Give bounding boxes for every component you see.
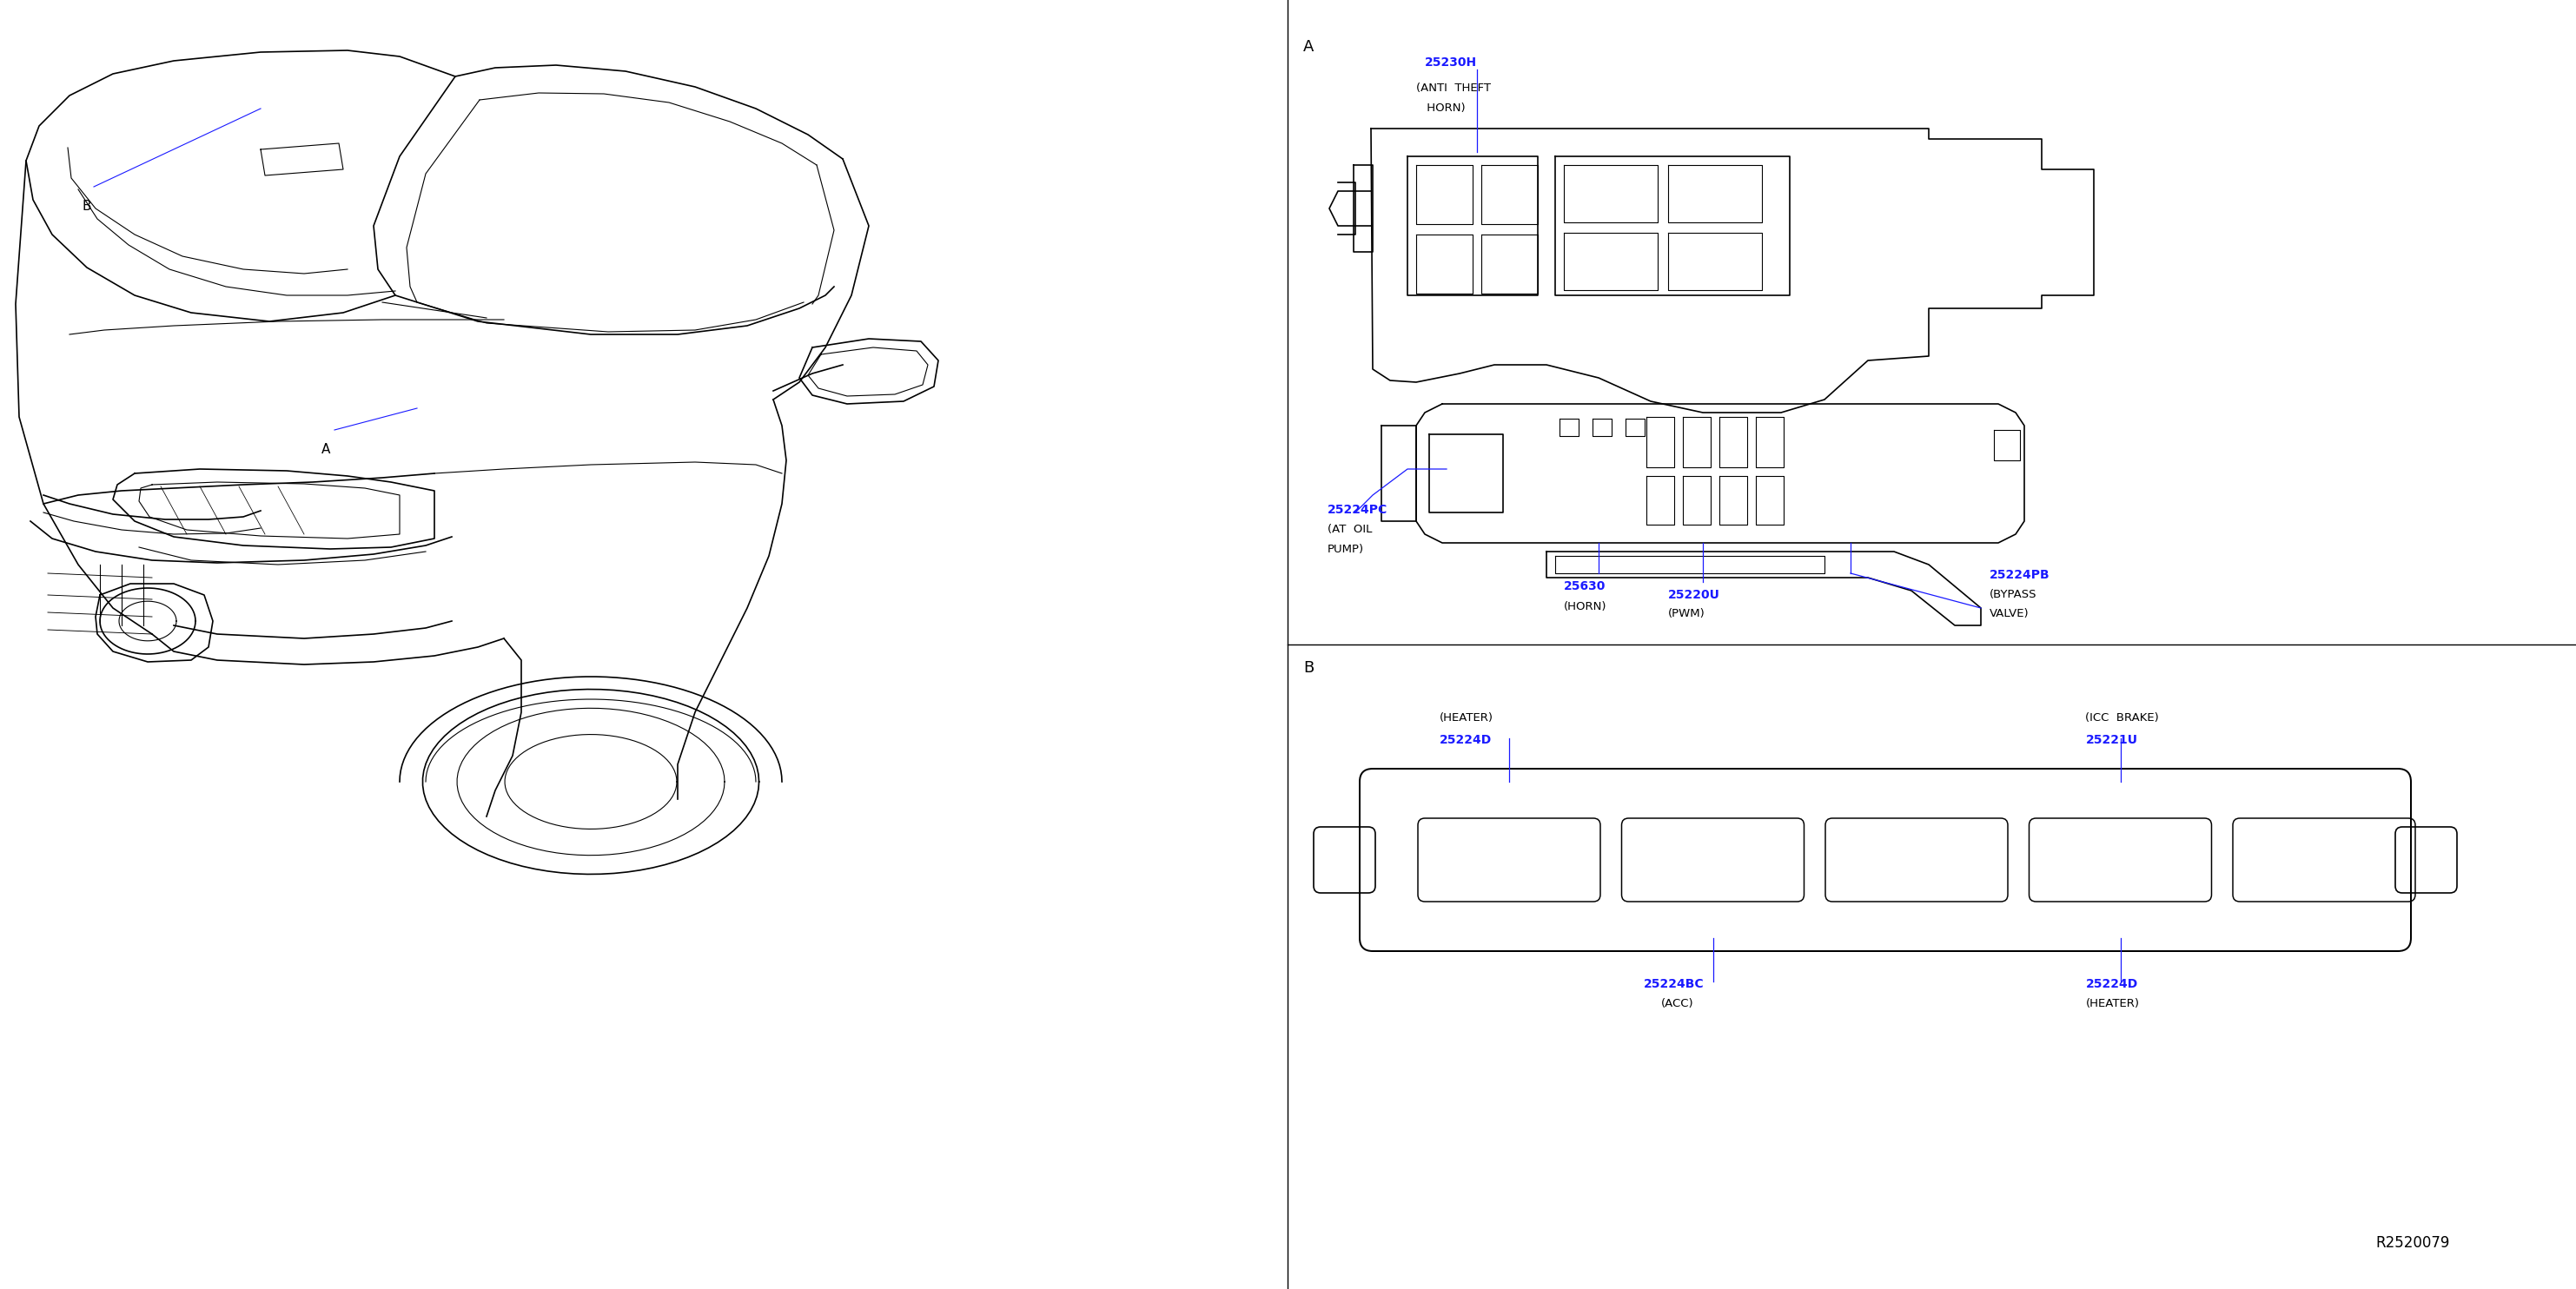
Text: (ACC): (ACC) (1662, 998, 1692, 1009)
Text: 25224BC: 25224BC (1643, 978, 1703, 990)
Text: PUMP): PUMP) (1327, 544, 1365, 556)
Text: (HEATER): (HEATER) (1440, 713, 1494, 723)
Text: (AT  OIL: (AT OIL (1327, 523, 1373, 535)
Text: 25230H: 25230H (1425, 57, 1476, 68)
Text: 25224PC: 25224PC (1327, 504, 1388, 516)
Text: (BYPASS: (BYPASS (1989, 589, 2038, 601)
Text: A: A (1303, 39, 1314, 54)
Text: (HEATER): (HEATER) (2087, 998, 2141, 1009)
Text: HORN): HORN) (1422, 103, 1466, 113)
Text: (HORN): (HORN) (1564, 601, 1607, 612)
Text: (PWM): (PWM) (1669, 608, 1705, 619)
Text: 25630: 25630 (1564, 580, 1605, 593)
Text: 25224PB: 25224PB (1989, 568, 2050, 581)
Text: VALVE): VALVE) (1989, 608, 2030, 619)
Text: (ANTI  THEFT: (ANTI THEFT (1417, 82, 1492, 94)
Text: (ICC  BRAKE): (ICC BRAKE) (2087, 713, 2159, 723)
Text: 25224D: 25224D (2087, 978, 2138, 990)
Text: 25221U: 25221U (2087, 733, 2138, 746)
Text: B: B (1303, 660, 1314, 675)
Text: 25220U: 25220U (1669, 589, 1721, 601)
Text: R2520079: R2520079 (2375, 1235, 2450, 1250)
Text: A: A (322, 443, 330, 456)
Text: 25224D: 25224D (1440, 733, 1492, 746)
Text: B: B (82, 200, 93, 213)
